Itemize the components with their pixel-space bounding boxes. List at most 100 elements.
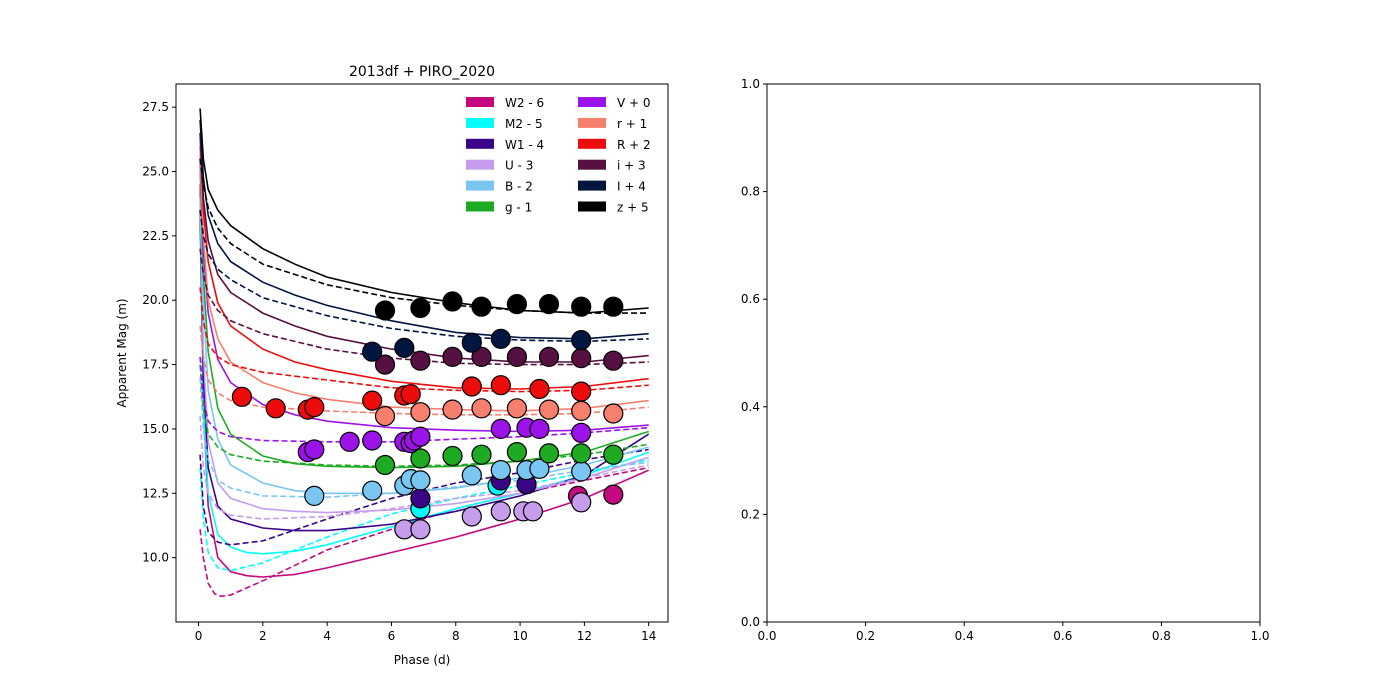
data-point-g-1 bbox=[442, 445, 463, 467]
legend-item-i-3: i + 3 bbox=[578, 159, 646, 173]
x-tick-label: 14 bbox=[641, 629, 656, 643]
data-point-i-3 bbox=[410, 350, 431, 371]
light-curve-plot: 0 2 4 6 8 10 12 14 10.0 12.5 15.0 17.5 20.0 22.5 25.0… bbox=[115, 64, 669, 667]
data-point-z-5 bbox=[538, 294, 560, 315]
legend-label: M2 - 5 bbox=[505, 117, 543, 131]
legend-label: R + 2 bbox=[617, 138, 651, 152]
data-point-r-2 bbox=[362, 390, 383, 411]
chart-title: 2013df + PIRO_2020 bbox=[349, 64, 495, 80]
legend-label: W1 - 4 bbox=[505, 138, 544, 152]
legend-item-w2-6: W2 - 6 bbox=[466, 96, 544, 110]
legend-swatch bbox=[466, 97, 494, 107]
model-line-r-2 bbox=[199, 132, 649, 390]
x-tick-label: 0.4 bbox=[955, 629, 974, 643]
legend-swatch bbox=[466, 138, 494, 149]
x-tick-label: 10 bbox=[512, 629, 527, 643]
data-point-i-4 bbox=[490, 328, 511, 349]
data-point-r-2 bbox=[304, 397, 325, 418]
data-point-r-2 bbox=[231, 386, 252, 407]
data-point-r-1 bbox=[538, 399, 560, 420]
x-tick-label: 0.6 bbox=[1053, 629, 1072, 643]
y-tick-label: 22.5 bbox=[142, 229, 169, 243]
legend-item-z-5: z + 5 bbox=[578, 201, 649, 215]
data-point-z-5 bbox=[603, 296, 624, 317]
data-point-u-3 bbox=[571, 492, 592, 513]
data-point-r-1 bbox=[442, 399, 463, 420]
data-point-v-0 bbox=[304, 439, 325, 460]
data-point-r-1 bbox=[506, 398, 528, 419]
data-point-w1-4 bbox=[410, 488, 431, 509]
data-point-g-1 bbox=[471, 444, 492, 465]
model-dashed-line-i-3 bbox=[199, 248, 649, 366]
y-tick-label: 25.0 bbox=[142, 165, 169, 179]
data-point-b-2 bbox=[490, 460, 511, 481]
data-point-i-3 bbox=[374, 354, 396, 375]
model-dashed-line-r-1 bbox=[199, 325, 649, 416]
data-point-i-3 bbox=[571, 348, 592, 369]
plot-frame bbox=[766, 83, 1261, 623]
data-point-z-5 bbox=[410, 297, 431, 319]
data-point-w2-6 bbox=[603, 484, 624, 505]
model-dashed-line-z-5 bbox=[199, 158, 649, 314]
legend-swatch bbox=[466, 201, 494, 212]
data-points bbox=[231, 291, 624, 540]
legend-swatch bbox=[578, 117, 606, 128]
data-point-b-2 bbox=[529, 458, 550, 479]
legend-label: I + 4 bbox=[617, 180, 646, 194]
data-point-g-1 bbox=[538, 443, 560, 464]
data-point-u-3 bbox=[410, 519, 431, 540]
data-point-r-2 bbox=[400, 384, 421, 405]
plot-frame bbox=[175, 83, 669, 623]
data-point-b-2 bbox=[362, 480, 383, 501]
y-axis-ticks: 0.0 0.2 0.4 0.6 0.8 1.0 bbox=[741, 77, 767, 629]
legend-item-r-2: R + 2 bbox=[578, 138, 651, 152]
data-point-v-0 bbox=[529, 418, 550, 439]
y-tick-label: 0.6 bbox=[741, 292, 760, 306]
legend-swatch bbox=[578, 138, 606, 149]
data-point-r-2 bbox=[490, 375, 511, 396]
data-point-b-2 bbox=[461, 465, 482, 486]
legend-label: r + 1 bbox=[617, 117, 647, 131]
model-line-w2-6 bbox=[199, 184, 650, 578]
legend-item-v-0: V + 0 bbox=[578, 96, 651, 110]
model-dashed-line-m2-5 bbox=[199, 459, 649, 572]
y-tick-label: 12.5 bbox=[142, 486, 169, 500]
legend-label: z + 5 bbox=[617, 201, 649, 215]
model-line-u-3 bbox=[199, 197, 649, 514]
x-axis-ticks: 0.0 0.2 0.4 0.6 0.8 1.0 bbox=[757, 622, 1270, 643]
data-point-z-5 bbox=[374, 300, 396, 321]
data-point-v-0 bbox=[571, 422, 592, 443]
y-tick-label: 20.0 bbox=[142, 293, 169, 307]
legend-item-r-1: r + 1 bbox=[578, 117, 647, 131]
legend-label: W2 - 6 bbox=[505, 96, 544, 110]
x-tick-label: 0 bbox=[195, 629, 203, 643]
y-tick-label: 0.8 bbox=[741, 185, 760, 199]
y-tick-label: 0.2 bbox=[741, 507, 760, 521]
data-point-r-2 bbox=[571, 381, 592, 402]
data-point-i-3 bbox=[603, 350, 624, 371]
model-line-m2-5 bbox=[199, 222, 649, 555]
data-point-v-0 bbox=[410, 426, 431, 447]
data-point-v-0 bbox=[362, 430, 383, 451]
data-point-i-3 bbox=[442, 346, 463, 367]
data-point-r-2 bbox=[265, 398, 286, 419]
data-point-z-5 bbox=[442, 291, 463, 312]
data-point-i-3 bbox=[471, 346, 492, 367]
data-point-b-2 bbox=[571, 461, 592, 482]
data-point-r-1 bbox=[374, 406, 396, 427]
data-point-r-1 bbox=[571, 400, 592, 421]
x-axis-ticks: 0 2 4 6 8 10 12 14 bbox=[195, 622, 656, 643]
data-point-i-4 bbox=[571, 330, 592, 351]
legend-swatch bbox=[578, 180, 606, 191]
y-tick-label: 0.0 bbox=[741, 615, 760, 629]
data-point-r-1 bbox=[410, 402, 431, 423]
data-point-z-5 bbox=[506, 294, 528, 315]
model-dashed-line-v-0 bbox=[199, 356, 649, 443]
data-point-r-1 bbox=[603, 403, 624, 424]
legend: W2 - 6 M2 - 5 W1 - 4 U - 3 B - 2 g - 1 V + 0 r … bbox=[466, 96, 651, 215]
data-point-i-4 bbox=[461, 332, 482, 353]
model-dashed-line-b-2 bbox=[199, 377, 649, 499]
data-point-i-4 bbox=[394, 337, 415, 358]
data-point-u-3 bbox=[522, 501, 544, 522]
y-tick-label: 0.4 bbox=[741, 400, 760, 414]
